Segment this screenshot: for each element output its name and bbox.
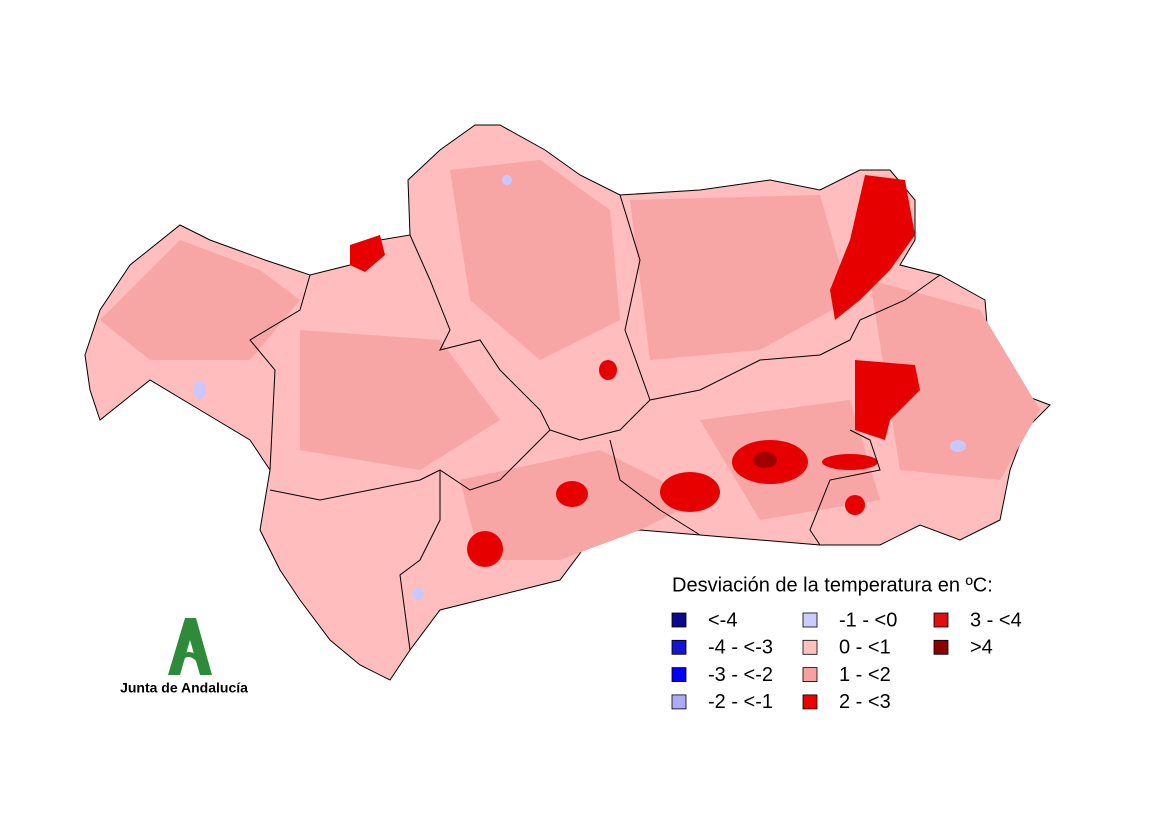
legend-label: -2 - <-1 xyxy=(708,691,773,713)
province-borders xyxy=(249,194,941,651)
legend-label: 1 - <2 xyxy=(839,664,891,686)
hot-zones xyxy=(350,175,920,567)
legend-swatch xyxy=(802,694,818,710)
legend-swatch xyxy=(802,667,818,682)
logo-text: Junta de Andalucía xyxy=(120,680,248,696)
legend-title: Desviación de la temperatura en ºC: xyxy=(672,574,993,596)
cool-zones xyxy=(194,175,966,600)
legend-swatch xyxy=(933,612,949,628)
legend-label: 3 - <4 xyxy=(970,609,1022,631)
very-hot-zone xyxy=(753,452,777,468)
legend-swatch xyxy=(802,639,818,655)
andalusia-map xyxy=(84,124,1051,681)
legend-label: <-4 xyxy=(708,609,737,631)
legend: <-4 -4 - <-3 -3 - <-2 -2 - <-1 -1 - <0 0 - <1… xyxy=(671,609,1022,713)
legend-swatch xyxy=(671,612,687,628)
logo-curve xyxy=(176,652,203,664)
legend-swatch xyxy=(671,694,687,710)
legend-label: -4 - <-3 xyxy=(708,637,773,659)
legend-swatch xyxy=(802,612,818,628)
legend-label: -1 - <0 xyxy=(839,609,897,631)
legend-label: -3 - <-2 xyxy=(708,664,773,686)
legend-swatch xyxy=(671,639,687,655)
legend-label: >4 xyxy=(970,637,993,659)
warm-zones xyxy=(100,160,1040,560)
legend-swatch xyxy=(933,639,949,655)
logo-mark xyxy=(168,618,212,675)
legend-swatch xyxy=(671,667,687,682)
legend-label: 2 - <3 xyxy=(839,691,891,713)
legend-label: 0 - <1 xyxy=(839,637,891,659)
logo: Junta de Andalucía xyxy=(120,618,248,696)
